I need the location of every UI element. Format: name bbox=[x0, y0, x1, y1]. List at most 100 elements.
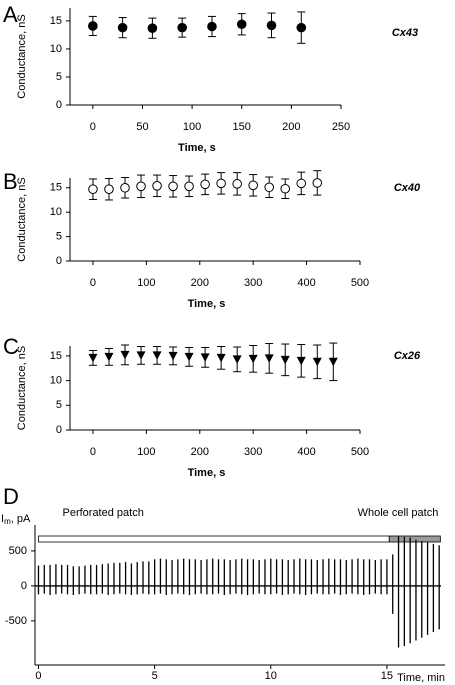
x-tick-label: 300 bbox=[244, 446, 262, 458]
y-tick-label: 15 bbox=[50, 350, 62, 362]
x-tick-label: 250 bbox=[332, 121, 350, 133]
marker bbox=[264, 182, 275, 193]
y-axis-title-part: m bbox=[4, 517, 11, 526]
marker bbox=[200, 179, 210, 190]
y-tick-label: 500 bbox=[9, 545, 27, 557]
y-tick-label: 5 bbox=[56, 399, 62, 411]
series-name: Cx43 bbox=[392, 27, 418, 39]
marker bbox=[152, 181, 162, 191]
y-tick-label: 15 bbox=[50, 182, 62, 194]
marker bbox=[88, 353, 98, 363]
series-name: Cx40 bbox=[394, 182, 421, 194]
y-axis-title-part: I bbox=[1, 513, 4, 525]
marker bbox=[248, 180, 258, 191]
marker bbox=[136, 351, 146, 360]
panel-letter: B bbox=[3, 169, 18, 194]
marker bbox=[177, 22, 187, 33]
marker bbox=[264, 354, 274, 363]
x-tick-label: 0 bbox=[90, 277, 96, 289]
x-tick-label: 5 bbox=[152, 670, 158, 682]
marker bbox=[296, 356, 306, 366]
y-tick-label: 0 bbox=[56, 424, 62, 436]
marker bbox=[120, 350, 130, 360]
y-tick-label: 5 bbox=[56, 71, 62, 83]
marker bbox=[280, 355, 290, 365]
x-axis-title: Time, min bbox=[397, 672, 445, 684]
y-tick-label: 10 bbox=[50, 206, 62, 218]
y-tick-label: 15 bbox=[50, 15, 62, 27]
period-bar bbox=[388, 535, 441, 543]
x-tick-label: 150 bbox=[233, 121, 251, 133]
marker bbox=[184, 352, 194, 362]
marker bbox=[184, 181, 194, 192]
y-axis-title: Conductance, nS bbox=[16, 177, 28, 261]
period-label: Whole cell patch bbox=[358, 507, 439, 519]
x-tick-label: 10 bbox=[265, 670, 277, 682]
panel-letter: D bbox=[3, 484, 19, 509]
y-tick-label: 0 bbox=[21, 580, 27, 592]
marker bbox=[280, 183, 291, 194]
marker bbox=[328, 357, 338, 367]
marker bbox=[152, 351, 162, 360]
y-tick-label: 0 bbox=[56, 99, 62, 111]
marker bbox=[88, 21, 98, 31]
marker bbox=[248, 354, 258, 364]
x-tick-label: 400 bbox=[297, 277, 315, 289]
marker bbox=[232, 179, 242, 189]
marker bbox=[104, 352, 114, 362]
marker bbox=[296, 22, 307, 33]
x-tick-label: 0 bbox=[90, 121, 96, 133]
y-axis-title: Conductance, nS bbox=[16, 346, 28, 430]
y-axis-title: Conductance, nS bbox=[16, 14, 28, 98]
marker bbox=[168, 181, 178, 192]
marker bbox=[147, 23, 158, 33]
panel-letter: C bbox=[3, 334, 19, 359]
marker bbox=[232, 355, 242, 364]
marker bbox=[296, 178, 307, 189]
x-tick-label: 100 bbox=[137, 277, 155, 289]
x-tick-label: 100 bbox=[137, 446, 155, 458]
x-tick-label: 50 bbox=[136, 121, 148, 133]
x-tick-label: 0 bbox=[35, 670, 41, 682]
x-axis-title: Time, s bbox=[188, 467, 226, 479]
marker bbox=[266, 20, 277, 31]
x-tick-label: 500 bbox=[351, 446, 369, 458]
marker bbox=[312, 357, 322, 367]
panel-letter: A bbox=[3, 2, 18, 27]
period-bar bbox=[38, 535, 390, 543]
period-label: Perforated patch bbox=[62, 507, 143, 519]
y-axis-title: Im, pA bbox=[1, 513, 31, 526]
marker bbox=[207, 21, 217, 32]
marker bbox=[312, 178, 323, 188]
marker bbox=[168, 351, 178, 361]
marker bbox=[216, 178, 226, 189]
y-tick-label: -500 bbox=[5, 615, 27, 627]
x-tick-label: 400 bbox=[297, 446, 315, 458]
x-tick-label: 100 bbox=[183, 121, 201, 133]
marker bbox=[104, 184, 114, 195]
series-name: Cx26 bbox=[394, 350, 421, 362]
y-tick-label: 0 bbox=[56, 255, 62, 267]
x-axis-title: Time, s bbox=[178, 142, 216, 154]
marker bbox=[117, 22, 128, 33]
x-tick-label: 200 bbox=[191, 446, 209, 458]
y-axis-title-part: , pA bbox=[11, 513, 31, 525]
x-tick-label: 500 bbox=[351, 277, 369, 289]
marker bbox=[200, 353, 210, 362]
x-tick-label: 15 bbox=[381, 670, 393, 682]
marker bbox=[216, 353, 226, 363]
x-axis-title: Time, s bbox=[188, 298, 226, 310]
y-tick-label: 5 bbox=[56, 230, 62, 242]
x-tick-label: 0 bbox=[90, 446, 96, 458]
marker bbox=[136, 181, 146, 192]
marker bbox=[88, 184, 98, 195]
y-tick-label: 10 bbox=[50, 374, 62, 386]
y-tick-label: 10 bbox=[50, 43, 62, 55]
x-tick-label: 300 bbox=[244, 277, 262, 289]
x-tick-label: 200 bbox=[191, 277, 209, 289]
marker bbox=[236, 19, 247, 30]
marker bbox=[120, 182, 130, 193]
x-tick-label: 200 bbox=[282, 121, 300, 133]
